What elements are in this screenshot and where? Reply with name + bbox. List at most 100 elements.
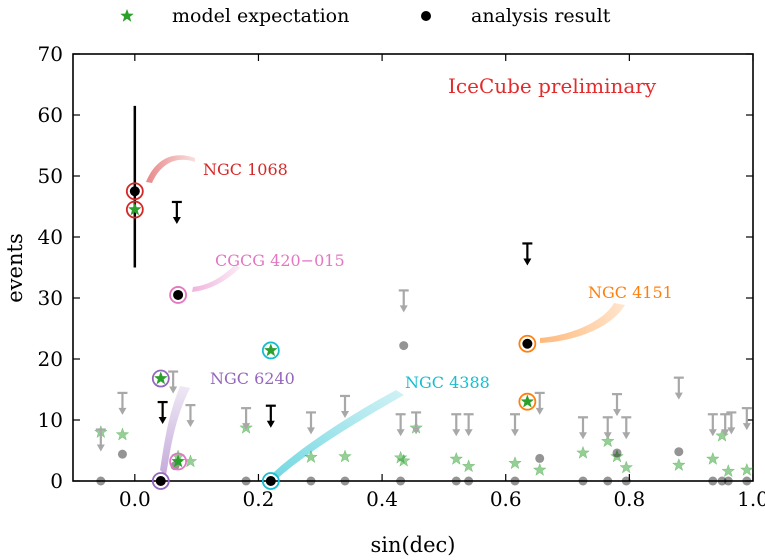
upper-limit-gray bbox=[451, 413, 462, 437]
upper-limit-black bbox=[265, 404, 276, 428]
expectation-star-faint bbox=[610, 449, 624, 463]
expectation-star-faint bbox=[705, 451, 720, 465]
result-point bbox=[173, 289, 184, 300]
expectation-ring bbox=[518, 392, 537, 411]
upper-limit-head bbox=[511, 429, 519, 437]
expectation-ring bbox=[125, 200, 144, 219]
upper-limit-gray bbox=[398, 289, 409, 313]
upper-limit-head bbox=[727, 427, 736, 435]
preliminary-annotation: IceCube preliminary bbox=[448, 74, 657, 98]
y-tick-label: 10 bbox=[38, 408, 63, 432]
upper-limit-gray bbox=[340, 394, 350, 418]
result-ring bbox=[151, 472, 170, 490]
upper-limit-head bbox=[452, 429, 461, 437]
x-tick-label: 0.4 bbox=[366, 487, 398, 511]
y-axis-label: events bbox=[3, 233, 27, 302]
upper-limit-head bbox=[242, 423, 251, 431]
expectation-star bbox=[127, 202, 142, 216]
y-tick-label: 70 bbox=[38, 42, 63, 66]
upper-limit-head bbox=[186, 420, 195, 428]
legend-circle-icon bbox=[421, 11, 431, 21]
result-point bbox=[129, 186, 140, 197]
result-point-gray bbox=[621, 476, 631, 486]
upper-limit-head bbox=[172, 216, 181, 224]
expectation-star bbox=[520, 394, 535, 408]
expectation-ring bbox=[151, 369, 170, 388]
upper-limit-head bbox=[341, 410, 349, 418]
source-label: NGC 4388 bbox=[405, 373, 490, 392]
expectation-star-faint bbox=[115, 427, 130, 441]
upper-limit-head bbox=[622, 432, 631, 440]
upper-limit-head bbox=[412, 427, 421, 435]
annotation-arrow bbox=[146, 155, 195, 183]
source-label: NGC 4151 bbox=[588, 283, 673, 302]
expectation-star-faint bbox=[338, 449, 352, 463]
upper-limit-gray bbox=[726, 411, 737, 435]
upper-limit-gray bbox=[185, 404, 196, 428]
result-point-gray bbox=[306, 476, 316, 486]
upper-limit-head bbox=[535, 407, 544, 415]
result-point-gray bbox=[674, 447, 684, 457]
result-point-gray bbox=[510, 476, 520, 486]
result-ring bbox=[261, 472, 280, 490]
result-point bbox=[522, 338, 533, 349]
result-ring bbox=[169, 286, 187, 304]
result-ring bbox=[125, 182, 144, 201]
axis-ticks: 0.0 0.2 0.4 0.6 0.8 1.0 0 10 20 30 40 50 60 70 bbox=[38, 42, 765, 511]
annotation-arrow bbox=[540, 303, 625, 343]
legend-label-model: model expectation bbox=[172, 5, 349, 27]
result-point-gray bbox=[399, 341, 409, 351]
upper-limit-gray bbox=[612, 393, 622, 417]
upper-limit-head bbox=[464, 429, 473, 437]
upper-limit-gray bbox=[510, 413, 520, 437]
expectation-star-faint bbox=[600, 434, 615, 448]
upper-limit-head bbox=[742, 423, 751, 431]
source-labels: NGC 1068 CGCG 420−015 NGC 4151 NGC 6240 NGC … bbox=[203, 160, 673, 392]
result-point-gray bbox=[603, 476, 613, 486]
result-point-gray bbox=[535, 453, 545, 463]
result-point-gray bbox=[723, 476, 733, 486]
upper-limit-head bbox=[307, 427, 315, 435]
expectation-star-faint bbox=[671, 457, 686, 472]
upper-limit-black bbox=[171, 200, 182, 224]
upper-limit-head bbox=[523, 258, 532, 266]
result-point-gray bbox=[742, 476, 752, 486]
expectation-star-faint bbox=[619, 460, 634, 474]
x-axis-label: sin(dec) bbox=[370, 533, 455, 557]
upper-limit-head bbox=[674, 392, 683, 400]
annotation-arrows bbox=[146, 155, 625, 478]
upper-limit-head bbox=[169, 386, 178, 394]
upper-limit-head bbox=[708, 429, 717, 437]
y-tick-label: 60 bbox=[38, 103, 63, 127]
upper-limit-head bbox=[96, 444, 105, 452]
source-label: NGC 6240 bbox=[210, 369, 295, 388]
x-tick-label: 0.0 bbox=[119, 487, 151, 511]
upper-limit-black bbox=[522, 242, 533, 266]
upper-limit-head bbox=[603, 432, 612, 440]
source-label: NGC 1068 bbox=[203, 160, 288, 179]
result-point-gray bbox=[578, 476, 588, 486]
annotation-arrow bbox=[160, 386, 190, 476]
expectation-star-faint bbox=[576, 445, 590, 459]
upper-limit-head bbox=[579, 432, 587, 440]
data-marks bbox=[93, 105, 754, 490]
result-point-gray bbox=[117, 449, 127, 459]
expectation-star-faint bbox=[532, 462, 547, 476]
upper-limit-head bbox=[721, 429, 730, 437]
expectation-star-faint bbox=[721, 464, 736, 478]
upper-limit-black bbox=[157, 400, 168, 425]
upper-limit-gray bbox=[117, 391, 128, 415]
legend-label-result: analysis result bbox=[471, 5, 611, 27]
result-point-gray bbox=[451, 476, 461, 486]
upper-limit-head bbox=[396, 429, 405, 437]
y-tick-label: 20 bbox=[38, 347, 63, 371]
expectation-star-faint bbox=[449, 451, 464, 465]
expectation-star-faint bbox=[396, 453, 411, 467]
upper-limit-gray bbox=[95, 428, 106, 452]
result-point-gray bbox=[612, 448, 622, 458]
upper-limit-gray bbox=[741, 407, 752, 431]
upper-limit-head bbox=[118, 407, 127, 415]
upper-limit-head bbox=[399, 305, 408, 313]
